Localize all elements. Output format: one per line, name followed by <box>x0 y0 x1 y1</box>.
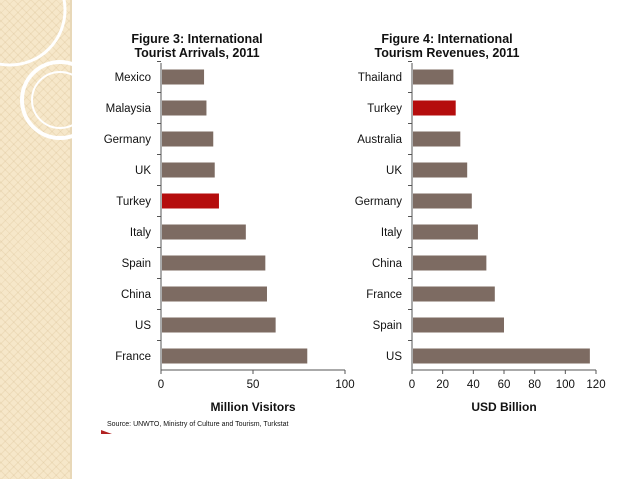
x-tick-label: 100 <box>556 379 575 391</box>
bar-spain <box>413 317 504 333</box>
category-label-china: China <box>372 258 403 270</box>
bar-australia <box>413 131 461 147</box>
bar-malaysia <box>162 100 207 116</box>
source-marker <box>101 430 112 434</box>
category-label-italy: Italy <box>130 227 151 239</box>
bar-france <box>162 348 308 364</box>
category-label-france: France <box>115 351 151 363</box>
figure-4-title: Figure 4: International Tourism Revenues… <box>356 32 538 60</box>
bar-germany <box>162 131 214 147</box>
decorative-side-band <box>0 0 70 479</box>
bar-germany <box>413 193 472 209</box>
x-tick-label: 20 <box>436 379 449 391</box>
category-label-italy: Italy <box>381 227 402 239</box>
figure-3-title-line-2: Tourist Arrivals, 2011 <box>134 46 260 60</box>
category-label-germany: Germany <box>355 196 403 208</box>
bar-us <box>162 317 276 333</box>
category-label-turkey: Turkey <box>367 103 402 115</box>
figure-4-title-line-2: Tourism Revenues, 2011 <box>374 46 520 60</box>
category-label-spain: Spain <box>373 320 402 332</box>
figure-4-title-line-1: Figure 4: International <box>381 32 513 46</box>
category-label-australia: Australia <box>357 134 402 146</box>
category-label-us: US <box>135 320 151 332</box>
x-tick-label: 0 <box>158 379 164 391</box>
bar-france <box>413 286 495 302</box>
x-tick-label: 0 <box>409 379 415 391</box>
bar-uk <box>413 162 468 178</box>
bar-italy <box>162 224 246 240</box>
x-tick-label: 50 <box>247 379 260 391</box>
category-label-uk: UK <box>386 165 402 177</box>
bar-thailand <box>413 69 454 85</box>
figure-3-title: Figure 3: International Tourist Arrivals… <box>112 32 282 60</box>
x-tick-label: 100 <box>335 379 354 391</box>
category-label-china: China <box>121 289 152 301</box>
x-tick-label: 40 <box>467 379 480 391</box>
side-band-divider <box>70 0 72 479</box>
decorative-rings <box>0 0 100 140</box>
figure-3-title-line-1: Figure 3: International <box>131 32 263 46</box>
bar-us <box>413 348 590 364</box>
tourist-arrivals-chart: Mexico Malaysia Germany UK Turkey Italy Spain C… <box>104 61 355 414</box>
bar-turkey <box>413 100 456 116</box>
category-label-turkey: Turkey <box>116 196 151 208</box>
category-label-uk: UK <box>135 165 151 177</box>
x-tick-label: 80 <box>528 379 541 391</box>
bar-china <box>413 255 487 271</box>
category-label-thailand: Thailand <box>358 72 402 84</box>
bar-uk <box>162 162 215 178</box>
category-label-spain: Spain <box>122 258 151 270</box>
source-note: Source: UNWTO, Ministry of Culture and T… <box>107 421 289 428</box>
bar-mexico <box>162 69 205 85</box>
bar-turkey <box>162 193 219 209</box>
category-label-germany: Germany <box>104 134 152 146</box>
tourism-revenues-chart: Thailand Turkey Australia UK Germany Italy Chi… <box>355 61 606 414</box>
category-label-malaysia: Malaysia <box>106 103 152 115</box>
x-axis-title: USD Billion <box>471 400 536 414</box>
bar-china <box>162 286 267 302</box>
category-label-mexico: Mexico <box>115 72 151 84</box>
bar-spain <box>162 255 266 271</box>
x-axis-title: Million Visitors <box>210 400 295 414</box>
x-tick-label: 120 <box>586 379 605 391</box>
x-tick-label: 60 <box>498 379 511 391</box>
category-label-us: US <box>386 351 402 363</box>
bar-italy <box>413 224 478 240</box>
category-label-france: France <box>366 289 402 301</box>
